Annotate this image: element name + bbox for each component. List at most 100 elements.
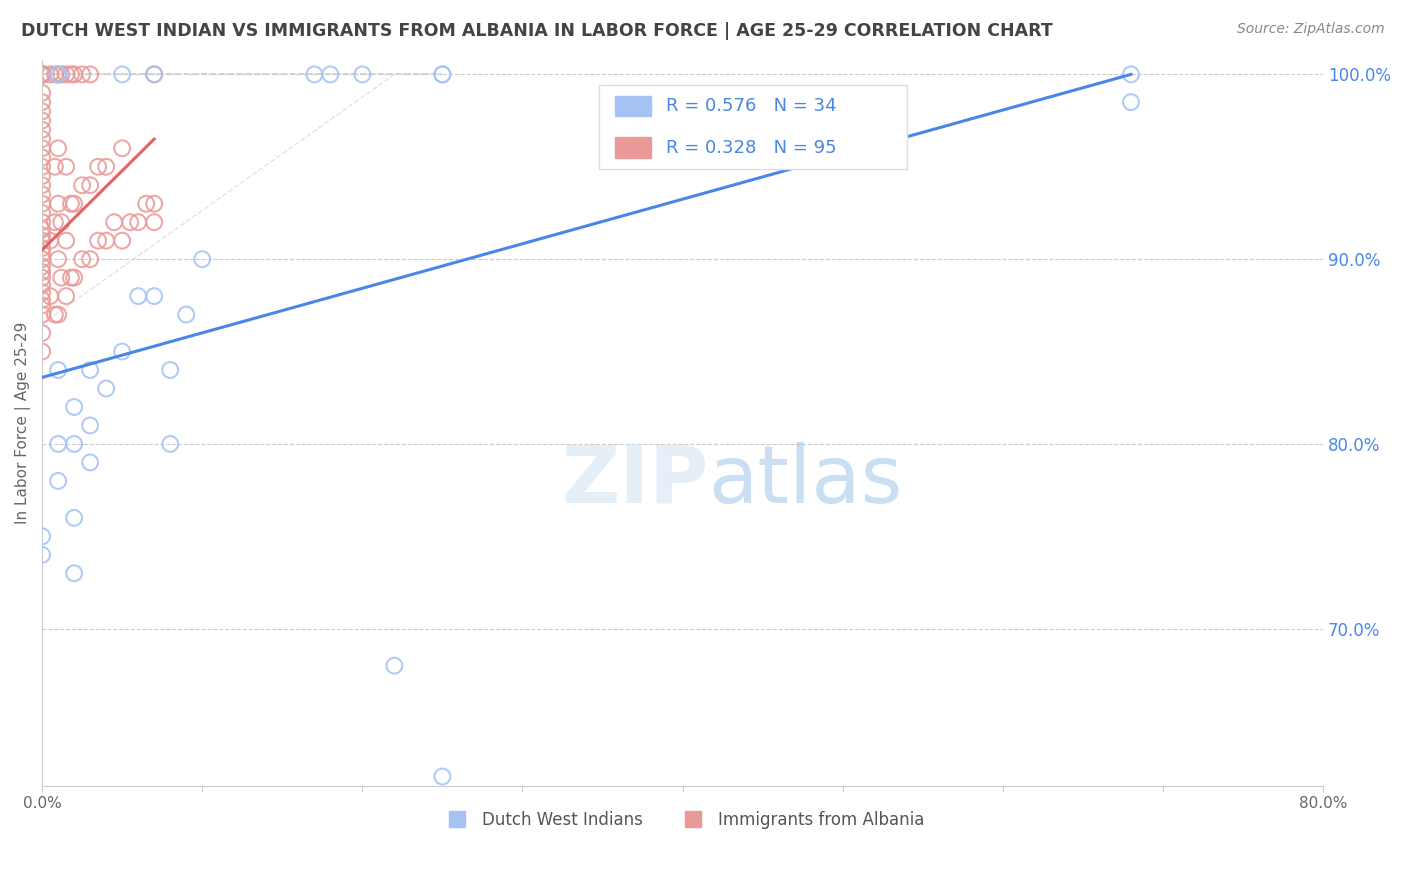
Point	[31, 67, 53, 81]
Point	[44, 215, 66, 229]
Point	[55, 289, 77, 303]
Point	[70, 178, 93, 193]
Point	[31, 67, 53, 81]
Point	[96, 234, 118, 248]
Point	[31, 178, 53, 193]
Point	[31, 67, 53, 81]
Point	[31, 86, 53, 100]
Point	[143, 289, 166, 303]
Point	[96, 382, 118, 396]
Point	[174, 308, 197, 322]
Point	[63, 437, 86, 451]
Point	[31, 293, 53, 307]
Point	[46, 67, 69, 81]
Point	[46, 474, 69, 488]
Point	[127, 289, 149, 303]
Point	[31, 344, 53, 359]
Point	[111, 141, 134, 155]
Point	[31, 67, 53, 81]
Point	[31, 67, 53, 81]
Point	[63, 566, 86, 581]
Point	[79, 418, 101, 433]
Point	[46, 308, 69, 322]
Point	[31, 67, 53, 81]
Point	[31, 160, 53, 174]
Point	[46, 437, 69, 451]
Point	[39, 234, 62, 248]
Point	[31, 260, 53, 274]
Point	[31, 151, 53, 165]
Point	[31, 95, 53, 109]
Point	[31, 67, 53, 81]
Text: atlas: atlas	[709, 442, 903, 520]
Point	[96, 160, 118, 174]
Point	[31, 67, 53, 81]
Point	[55, 160, 77, 174]
Point	[31, 298, 53, 312]
Point	[31, 67, 53, 81]
Point	[103, 215, 125, 229]
Point	[63, 270, 86, 285]
Point	[432, 770, 454, 784]
Point	[63, 196, 86, 211]
Point	[31, 67, 53, 81]
Point	[31, 228, 53, 243]
Point	[31, 67, 53, 81]
Point	[111, 67, 134, 81]
Point	[70, 67, 93, 81]
Point	[51, 215, 73, 229]
Point	[31, 67, 53, 81]
Bar	[614, 137, 651, 158]
Point	[31, 67, 53, 81]
Point	[31, 265, 53, 279]
Point	[79, 252, 101, 267]
Point	[31, 123, 53, 137]
Point	[87, 234, 110, 248]
Point	[111, 234, 134, 248]
Point	[432, 67, 454, 81]
Point	[79, 455, 101, 469]
Point	[31, 270, 53, 285]
Point	[143, 67, 166, 81]
Point	[31, 278, 53, 293]
Point	[44, 67, 66, 81]
Point	[1119, 67, 1142, 81]
Text: R = 0.328   N = 95: R = 0.328 N = 95	[666, 138, 837, 157]
Point	[31, 67, 53, 81]
Point	[31, 222, 53, 236]
Point	[39, 289, 62, 303]
Point	[31, 67, 53, 81]
Point	[46, 67, 69, 81]
Point	[31, 113, 53, 128]
Legend: Dutch West Indians, Immigrants from Albania: Dutch West Indians, Immigrants from Alba…	[434, 805, 931, 836]
Point	[31, 234, 53, 248]
Point	[70, 252, 93, 267]
Point	[31, 246, 53, 260]
Point	[31, 215, 53, 229]
Point	[63, 511, 86, 525]
FancyBboxPatch shape	[599, 85, 907, 169]
Point	[79, 178, 101, 193]
Point	[31, 241, 53, 255]
Point	[191, 252, 214, 267]
Point	[31, 206, 53, 220]
Point	[127, 215, 149, 229]
Point	[143, 215, 166, 229]
Point	[31, 326, 53, 340]
Point	[31, 67, 53, 81]
Point	[120, 215, 142, 229]
Text: DUTCH WEST INDIAN VS IMMIGRANTS FROM ALBANIA IN LABOR FORCE | AGE 25-29 CORRELAT: DUTCH WEST INDIAN VS IMMIGRANTS FROM ALB…	[21, 22, 1053, 40]
Point	[31, 285, 53, 300]
Point	[1119, 95, 1142, 109]
Point	[143, 196, 166, 211]
Point	[31, 187, 53, 202]
Point	[79, 363, 101, 377]
Point	[31, 141, 53, 155]
Point	[39, 67, 62, 81]
Point	[31, 169, 53, 183]
Point	[352, 67, 374, 81]
Point	[31, 548, 53, 562]
Point	[31, 67, 53, 81]
Point	[51, 67, 73, 81]
Point	[59, 196, 82, 211]
